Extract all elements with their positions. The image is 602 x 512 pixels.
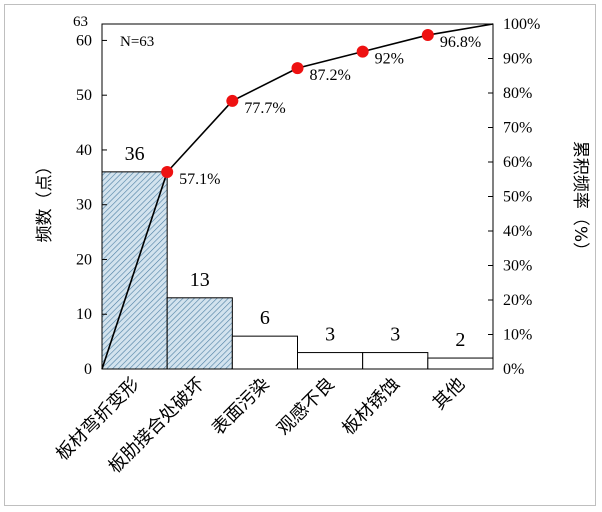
cumulative-point — [226, 94, 239, 107]
bar-6 — [427, 357, 494, 370]
right-tick-label: 50% — [503, 189, 532, 206]
bar-value-label: 36 — [125, 143, 145, 165]
right-tick-label: 10% — [503, 327, 532, 344]
cumulative-point — [356, 45, 369, 58]
right-tick-label: 80% — [503, 85, 532, 102]
cumulative-point — [161, 166, 174, 179]
category-label: 表面污染 — [208, 374, 274, 440]
y-axis-left-label: 频数（点） — [35, 158, 55, 243]
cumulative-point — [421, 29, 434, 42]
right-tick-label: 100% — [503, 16, 540, 33]
bar-value-label: 2 — [455, 329, 465, 351]
left-tick-label: 40 — [76, 142, 92, 159]
bar-value-label: 3 — [390, 324, 400, 346]
bar-3 — [231, 335, 298, 370]
left-tick-label: 10 — [76, 306, 92, 323]
left-tick-label: 60 — [76, 32, 92, 49]
category-label: 板材锈蚀 — [338, 374, 404, 440]
bar-value-label: 13 — [190, 269, 210, 291]
right-tick-label: 60% — [503, 154, 532, 171]
left-tick-label: 30 — [76, 197, 92, 214]
right-tick-label: 30% — [503, 258, 532, 275]
right-tick-label: 20% — [503, 292, 532, 309]
bar-5 — [362, 352, 429, 370]
bar-value-label: 3 — [325, 324, 335, 346]
left-tick-label: 0 — [84, 361, 92, 378]
cumulative-label: 92% — [375, 51, 404, 68]
cumulative-point — [291, 62, 304, 75]
left-axis-top-label: 63 — [73, 14, 88, 30]
cumulative-label: 77.7% — [244, 100, 285, 117]
category-label: 其他 — [429, 374, 469, 414]
cumulative-label: 87.2% — [310, 67, 351, 84]
left-tick-label: 20 — [76, 251, 92, 268]
right-tick-label: 90% — [503, 51, 532, 68]
cumulative-label: 96.8% — [440, 34, 481, 51]
right-tick-label: 0% — [503, 361, 524, 378]
category-label: 观感不良 — [273, 374, 339, 440]
y-axis-right-label: 累积频率（%） — [570, 141, 590, 259]
bar-value-label: 6 — [260, 307, 270, 329]
cumulative-label: 57.1% — [179, 171, 220, 188]
right-tick-label: 70% — [503, 120, 532, 137]
left-tick-label: 50 — [76, 87, 92, 104]
bar-2 — [166, 297, 233, 370]
right-tick-label: 40% — [503, 223, 532, 240]
bar-4 — [297, 352, 364, 370]
n-annotation: N=63 — [120, 34, 154, 50]
